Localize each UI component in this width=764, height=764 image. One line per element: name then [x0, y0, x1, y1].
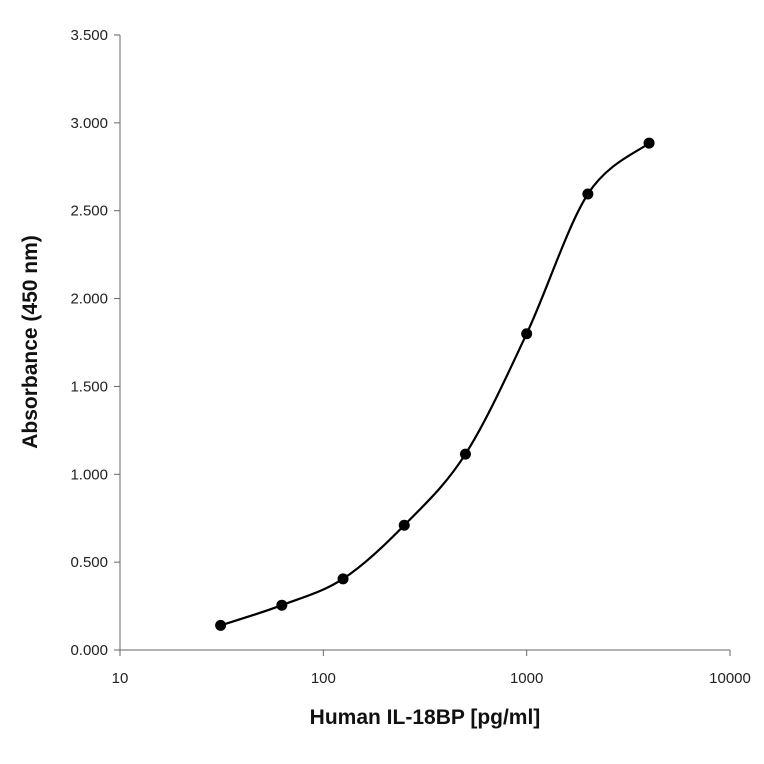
data-point [643, 137, 655, 149]
data-point [398, 519, 410, 531]
axes [119, 35, 730, 651]
x-tick-label: 1000 [510, 670, 543, 687]
y-tick-label: 1.500 [70, 378, 108, 395]
x-tick-label: 100 [311, 670, 336, 687]
y-tick-label: 2.500 [70, 203, 108, 220]
data-point [521, 328, 533, 340]
data-point [276, 599, 288, 611]
data-point [459, 448, 471, 460]
x-tick-label: 10000 [709, 670, 751, 687]
x-tick-label: 10 [112, 670, 129, 687]
x-ticks: 10 100 1000 10000 [112, 650, 751, 687]
data-points [215, 137, 655, 631]
y-axis-title: Absorbance (450 nm) [19, 235, 42, 449]
series-line [220, 142, 650, 627]
y-ticks: 0.000 0.500 1.000 1.500 2.000 2.500 3.000 3.500 [70, 27, 120, 659]
data-point [337, 573, 349, 585]
y-tick-label: 2.000 [70, 291, 108, 308]
y-tick-label: 0.500 [70, 554, 108, 571]
y-tick-label: 1.000 [70, 466, 108, 483]
y-tick-label: 0.000 [70, 642, 108, 659]
x-axis-title: Human IL-18BP [pg/ml] [310, 706, 541, 729]
data-point [215, 619, 227, 631]
y-tick-label: 3.000 [70, 115, 108, 132]
y-tick-label: 3.500 [70, 27, 108, 44]
data-point [582, 188, 594, 200]
